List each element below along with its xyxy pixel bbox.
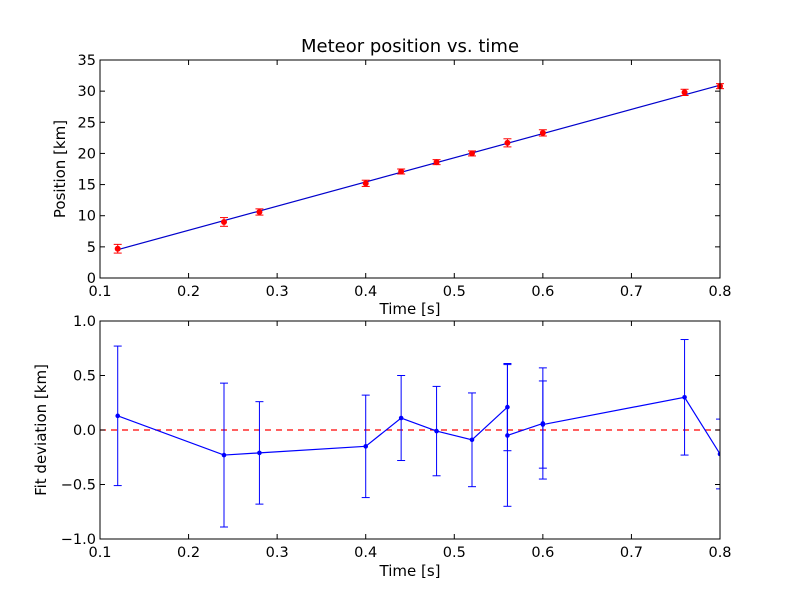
position-chart-marks — [113, 83, 724, 254]
data-point — [398, 415, 404, 421]
data-point — [681, 89, 688, 96]
y-tick-label: 10 — [78, 209, 96, 225]
data-point — [434, 428, 439, 434]
y-tick-label: 0.5 — [73, 369, 96, 385]
x-tick-label: 0.7 — [620, 545, 643, 561]
deviation-chart-y-ticks: −1.0 −0.5 0.0 0.5 1.0 — [61, 314, 720, 548]
data-point — [256, 208, 263, 215]
deviation-chart-x-label: Time [s] — [379, 562, 441, 580]
deviation-series-group — [100, 339, 720, 528]
y-tick-label: 20 — [78, 146, 96, 162]
data-point — [221, 452, 227, 458]
position-chart-y-label: Position [km] — [51, 120, 69, 218]
data-point — [363, 444, 369, 449]
x-tick-label: 0.5 — [443, 284, 466, 300]
fit-line — [117, 84, 721, 251]
data-point — [115, 413, 121, 419]
y-tick-label: 5 — [87, 240, 96, 256]
x-tick-label: 0.1 — [88, 545, 111, 561]
deviation-chart-y-label: Fit deviation [km] — [32, 364, 50, 496]
data-point — [433, 159, 440, 166]
y-tick-label: 30 — [78, 84, 96, 100]
data-point — [540, 422, 546, 427]
x-tick-label: 0.4 — [354, 284, 377, 300]
y-tick-label: 0 — [87, 271, 96, 287]
y-tick-label: −1.0 — [61, 532, 96, 548]
data-point — [469, 437, 475, 443]
position-chart-x-label: Time [s] — [379, 300, 441, 318]
data-point — [682, 395, 687, 400]
x-tick-label: 0.1 — [88, 284, 111, 300]
position-chart-x-ticks: 0.1 0.2 0.3 0.4 0.5 0.6 0.7 0.8 — [88, 60, 732, 300]
data-point — [539, 129, 546, 136]
data-point — [398, 168, 405, 175]
deviation-chart-x-ticks: 0.1 0.2 0.3 0.4 0.5 0.6 0.7 0.8 — [88, 321, 732, 561]
x-tick-label: 0.6 — [531, 284, 554, 300]
data-point — [362, 180, 369, 187]
x-tick-label: 0.6 — [531, 545, 554, 561]
y-tick-label: 15 — [78, 178, 96, 194]
data-point — [504, 139, 511, 146]
data-point — [717, 451, 720, 457]
data-point — [257, 450, 262, 456]
y-tick-label: 0.0 — [73, 423, 96, 439]
x-tick-label: 0.7 — [620, 284, 643, 300]
y-tick-label: 1.0 — [73, 314, 96, 330]
position-chart-title: Meteor position vs. time — [301, 36, 519, 57]
y-tick-label: 25 — [78, 115, 96, 131]
y-tick-label: −0.5 — [61, 478, 96, 494]
deviation-chart: 0.1 0.2 0.3 0.4 0.5 0.6 0.7 0.8 −1.0 −0.5 0.0 0.5 1… — [32, 314, 732, 580]
data-point — [469, 150, 475, 157]
x-tick-label: 0.4 — [354, 545, 377, 561]
x-tick-label: 0.8 — [708, 545, 731, 561]
deviation-chart-marks — [100, 339, 720, 528]
position-chart-frame — [99, 59, 721, 279]
x-tick-label: 0.3 — [266, 545, 289, 561]
x-tick-label: 0.3 — [266, 284, 289, 300]
data-point — [221, 218, 227, 225]
x-tick-label: 0.2 — [177, 284, 200, 300]
x-tick-label: 0.5 — [443, 545, 466, 561]
y-tick-label: 35 — [78, 53, 96, 69]
position-chart: Meteor position vs. time 0.1 0.2 0.3 0.4 0.5… — [51, 36, 732, 318]
data-point — [505, 433, 510, 438]
position-chart-y-ticks: 0 5 10 15 20 25 30 35 — [78, 53, 720, 287]
x-tick-label: 0.2 — [177, 545, 200, 561]
x-tick-label: 0.8 — [708, 284, 731, 300]
data-point — [114, 245, 121, 252]
